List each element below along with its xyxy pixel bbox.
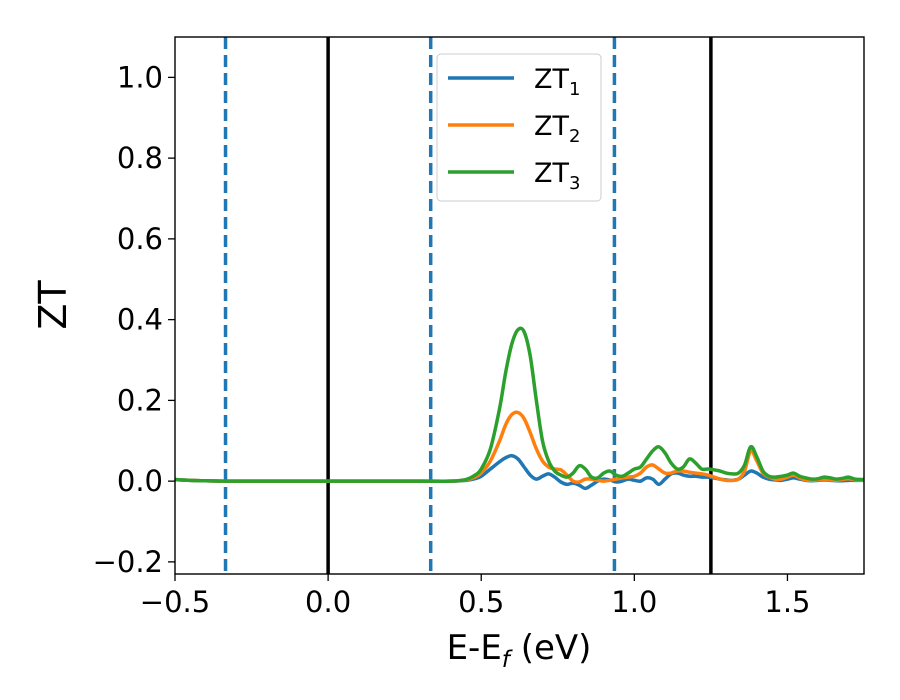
- series-line-zt2: [175, 410, 864, 484]
- x-axis-label-unit: (eV): [510, 628, 592, 668]
- x-axis-label: E-Ef (eV): [447, 628, 592, 673]
- x-axis-label-main: E-E: [447, 628, 502, 668]
- legend-label-zt1: ZT1: [534, 64, 580, 100]
- y-axis: −0.2 0.0 0.2 0.4 0.6 0.8 1.0: [93, 60, 175, 579]
- legend-label-main: ZT: [534, 64, 569, 95]
- x-tick-label: 1.5: [764, 585, 810, 619]
- y-tick-label: 0.2: [117, 383, 163, 417]
- legend-box: [436, 53, 602, 202]
- x-axis-label-sub: f: [502, 647, 513, 673]
- x-tick-label: 1.0: [611, 585, 657, 619]
- y-tick-label: 0.0: [117, 464, 163, 498]
- plot-area: [175, 37, 864, 574]
- legend-label-main: ZT: [534, 158, 569, 189]
- x-tick-label: 0.5: [458, 585, 504, 619]
- series-line-zt3: [175, 326, 864, 484]
- legend-label-zt3: ZT3: [534, 158, 580, 194]
- y-tick-label: 0.6: [117, 222, 163, 256]
- legend-label-main: ZT: [534, 111, 569, 142]
- legend-label-sub: 3: [569, 173, 580, 194]
- x-tick-label: −0.5: [140, 585, 210, 619]
- y-tick-label: −0.2: [93, 545, 163, 579]
- legend-label-zt2: ZT2: [534, 111, 580, 147]
- plot-content: [175, 37, 864, 574]
- plot-frame: [174, 36, 865, 575]
- y-tick-label: 1.0: [117, 60, 163, 94]
- y-tick-label: 0.4: [117, 303, 163, 337]
- x-axis: −0.5 0.0 0.5 1.0 1.5: [140, 574, 811, 619]
- legend-label-sub: 1: [569, 79, 580, 100]
- series-line-zt1: [175, 453, 864, 491]
- x-tick-label: 0.0: [305, 585, 351, 619]
- y-axis-label: ZT: [31, 280, 75, 330]
- legend-label-sub: 2: [569, 126, 580, 147]
- y-tick-label: 0.8: [117, 141, 163, 175]
